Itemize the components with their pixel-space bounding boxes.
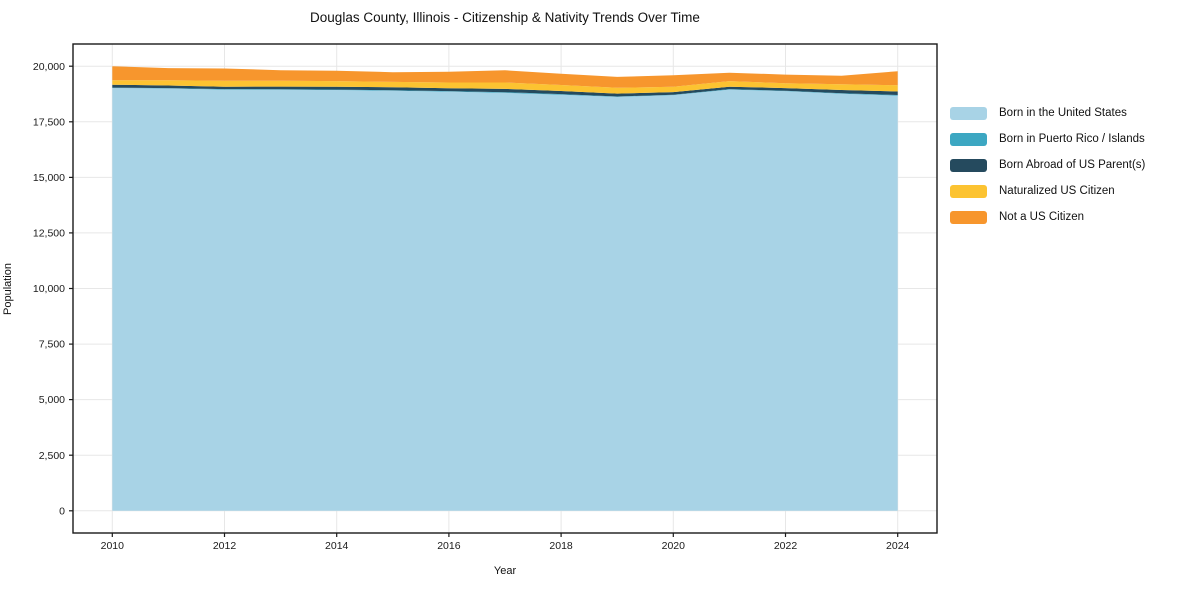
x-tick-label: 2014	[325, 540, 349, 552]
legend-item: Born in the United States	[950, 104, 1145, 122]
y-tick-label: 7,500	[39, 339, 65, 351]
x-tick-label: 2022	[774, 540, 798, 552]
y-tick-label: 10,000	[33, 283, 65, 295]
chart-title: Douglas County, Illinois - Citizenship &…	[310, 10, 700, 25]
area-series	[112, 87, 898, 97]
legend-swatch	[950, 210, 987, 224]
legend-item: Born in Puerto Rico / Islands	[950, 130, 1145, 148]
x-tick-label: 2020	[662, 540, 686, 552]
legend-swatch	[950, 106, 987, 120]
y-tick-label: 17,500	[33, 116, 65, 128]
area-series	[112, 66, 898, 88]
legend: Born in the United States Born in Puerto …	[950, 104, 1145, 226]
legend-label: Born in Puerto Rico / Islands	[999, 133, 1145, 145]
legend-label: Not a US Citizen	[999, 211, 1085, 223]
y-tick-label: 5,000	[39, 394, 65, 406]
legend-item: Naturalized US Citizen	[950, 182, 1145, 200]
x-tick-label: 2010	[101, 540, 125, 552]
y-tick-label: 0	[59, 505, 65, 517]
legend-label: Naturalized US Citizen	[999, 185, 1115, 197]
x-tick-label: 2016	[437, 540, 461, 552]
y-tick-label: 2,500	[39, 450, 65, 462]
legend-swatch	[950, 158, 987, 172]
legend-label: Born Abroad of US Parent(s)	[999, 159, 1146, 171]
legend-label: Born in the United States	[999, 107, 1127, 119]
y-axis-label: Population	[2, 263, 14, 315]
legend-item: Not a US Citizen	[950, 208, 1145, 226]
x-tick-label: 2024	[886, 540, 910, 552]
x-tick-label: 2012	[213, 540, 237, 552]
area-series	[112, 84, 898, 97]
y-tick-label: 15,000	[33, 172, 65, 184]
legend-swatch	[950, 184, 987, 198]
y-tick-label: 12,500	[33, 228, 65, 240]
x-tick-label: 2018	[549, 540, 573, 552]
y-tick-label: 20,000	[33, 61, 65, 73]
area-series	[112, 80, 898, 94]
area-series	[112, 88, 898, 511]
legend-item: Born Abroad of US Parent(s)	[950, 156, 1145, 174]
legend-swatch	[950, 132, 987, 146]
x-axis-label: Year	[493, 565, 517, 577]
